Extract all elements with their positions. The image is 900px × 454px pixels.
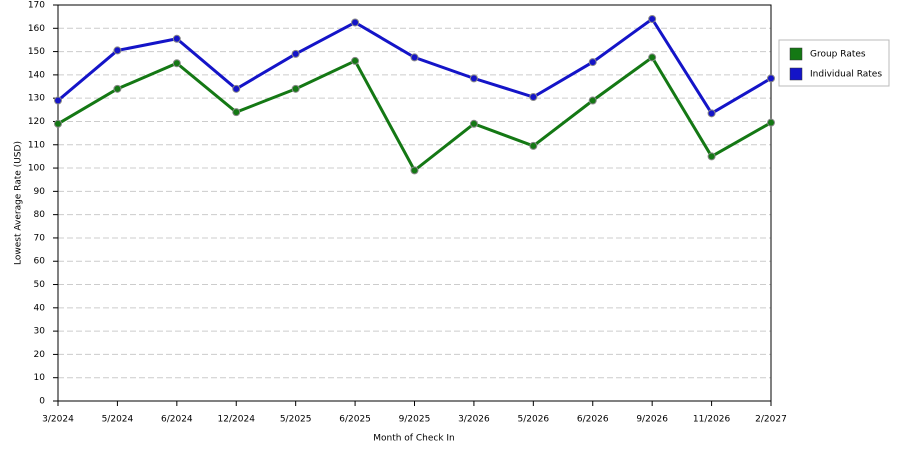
y-tick-label: 120 bbox=[28, 117, 45, 127]
point bbox=[529, 141, 538, 150]
point bbox=[469, 74, 478, 83]
y-tick-label: 40 bbox=[34, 303, 46, 313]
x-tick-label: 5/2025 bbox=[280, 415, 312, 425]
point bbox=[469, 119, 478, 128]
legend-swatch bbox=[789, 47, 803, 61]
legend-label: Individual Rates bbox=[810, 70, 882, 80]
y-tick-label: 110 bbox=[28, 140, 45, 150]
y-tick-label: 70 bbox=[34, 233, 46, 243]
point bbox=[54, 119, 62, 128]
x-tick-label: 9/2025 bbox=[399, 415, 431, 425]
point bbox=[648, 53, 657, 62]
x-tick-label: 9/2026 bbox=[636, 415, 668, 425]
point bbox=[648, 14, 657, 23]
point bbox=[588, 58, 597, 67]
x-tick-label: 11/2026 bbox=[693, 415, 731, 425]
point bbox=[707, 152, 716, 161]
y-tick-label: 100 bbox=[28, 164, 45, 174]
point bbox=[707, 109, 716, 118]
point bbox=[410, 53, 419, 62]
x-tick-label: 3/2026 bbox=[458, 415, 490, 425]
point bbox=[588, 96, 597, 105]
point bbox=[351, 56, 360, 65]
point bbox=[410, 166, 419, 175]
x-tick-label: 5/2024 bbox=[102, 415, 134, 425]
point bbox=[767, 74, 775, 83]
y-tick-label: 80 bbox=[34, 210, 46, 220]
point bbox=[767, 118, 775, 127]
series-line bbox=[57, 55, 772, 173]
y-tick-label: 150 bbox=[28, 47, 45, 57]
point bbox=[113, 84, 122, 93]
y-tick-label: 60 bbox=[34, 257, 46, 267]
x-tick-label: 6/2024 bbox=[161, 415, 193, 425]
y-tick-label: 130 bbox=[28, 94, 45, 104]
point bbox=[172, 59, 181, 68]
y-tick-label: 140 bbox=[28, 70, 45, 80]
point bbox=[529, 93, 538, 102]
point bbox=[172, 34, 181, 43]
x-tick-label: 6/2026 bbox=[577, 415, 609, 425]
x-tick-label: 5/2026 bbox=[517, 415, 549, 425]
point bbox=[232, 108, 241, 117]
y-tick-label: 160 bbox=[28, 24, 45, 34]
y-axis-label: Lowest Average Rate (USD) bbox=[14, 141, 24, 265]
plot-frame bbox=[57, 4, 772, 402]
x-axis-label: Month of Check In bbox=[373, 434, 455, 444]
y-tick-label: 50 bbox=[34, 280, 46, 290]
x-tick-label: 6/2025 bbox=[339, 415, 371, 425]
x-tick-label: 12/2024 bbox=[218, 415, 256, 425]
point bbox=[54, 96, 62, 105]
legend-swatch bbox=[789, 67, 803, 81]
series-line bbox=[57, 16, 772, 116]
point bbox=[113, 46, 122, 55]
y-tick-label: 10 bbox=[34, 373, 46, 383]
point bbox=[232, 84, 241, 93]
legend-label: Group Rates bbox=[810, 50, 866, 60]
y-tick-label: 90 bbox=[34, 187, 46, 197]
x-tick-label: 3/2024 bbox=[42, 415, 74, 425]
y-tick-label: 30 bbox=[34, 327, 46, 337]
y-tick-label: 0 bbox=[39, 397, 45, 407]
x-tick-label: 2/2027 bbox=[755, 415, 787, 425]
y-tick-label: 170 bbox=[28, 1, 45, 11]
point bbox=[351, 18, 360, 27]
point bbox=[291, 84, 300, 93]
y-tick-label: 20 bbox=[34, 350, 46, 360]
point bbox=[291, 49, 300, 58]
